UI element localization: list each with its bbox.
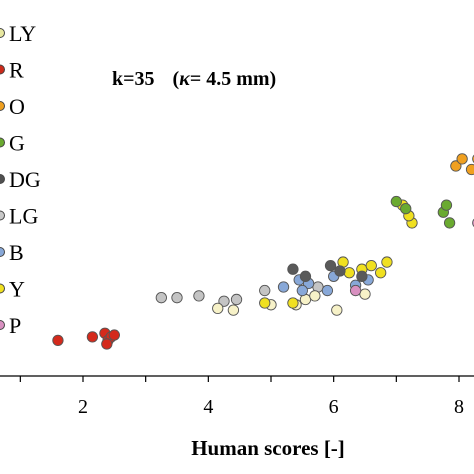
legend-marker-g — [0, 137, 5, 148]
legend-marker-p — [0, 320, 5, 330]
point-g-0 — [390, 195, 402, 208]
point-y-0 — [259, 297, 271, 309]
legend-marker-b — [0, 247, 5, 257]
point-ly-5 — [331, 304, 343, 316]
point-lg-4 — [230, 293, 243, 306]
x-tick-label-6: 6 — [329, 396, 339, 418]
annotation-kappa-symbol: κ — [179, 68, 190, 90]
point-o-1 — [456, 153, 468, 165]
legend-label-g: G — [9, 131, 25, 156]
point-lg-2 — [193, 290, 205, 302]
point-o-2 — [465, 163, 474, 176]
legend-label-dg: DG — [9, 167, 41, 192]
legend-marker-ly — [0, 28, 5, 38]
point-lg-5 — [259, 284, 271, 297]
point-ly-6 — [359, 288, 371, 300]
legend-label-o: O — [9, 94, 25, 119]
point-b-3 — [321, 284, 334, 297]
point-dg-4 — [356, 270, 368, 282]
point-dg-1 — [299, 270, 312, 282]
x-axis-label: Human scores [-] — [191, 436, 345, 460]
legend-marker-y — [0, 283, 5, 294]
point-o-0 — [450, 160, 462, 172]
point-ly-1 — [227, 304, 240, 316]
point-b-0 — [277, 281, 290, 293]
legend-label-y: Y — [9, 277, 25, 302]
point-lg-1 — [171, 292, 183, 304]
point-lg-3 — [218, 295, 230, 307]
x-tick-label-2: 2 — [78, 396, 88, 418]
point-r-6 — [101, 338, 113, 350]
legend-marker-dg — [0, 174, 5, 184]
point-g-4 — [440, 199, 453, 211]
point-ly-0 — [212, 302, 224, 315]
point-dg-0 — [287, 263, 299, 275]
legend-label-lg: LG — [9, 204, 38, 229]
legend: LY ROG DG LG BYP — [0, 21, 41, 338]
point-b-7 — [296, 284, 308, 297]
point-y-6 — [375, 267, 387, 279]
point-dg-2 — [324, 259, 337, 272]
legend-label-p: P — [9, 313, 21, 338]
legend-marker-r — [0, 64, 5, 75]
data-points — [52, 153, 474, 350]
legend-marker-lg — [0, 210, 5, 221]
point-p-0 — [349, 284, 362, 297]
point-y-5 — [365, 259, 377, 272]
x-tick-label-4: 4 — [203, 396, 213, 418]
point-dg-3 — [334, 265, 346, 277]
point-r-5 — [108, 329, 120, 341]
legend-marker-o — [0, 101, 5, 111]
legend-label-r: R — [9, 58, 24, 83]
legend-label-ly: LY — [9, 21, 36, 46]
legend-label-b: B — [9, 240, 24, 265]
annotation-k: k=35 — [112, 68, 155, 90]
point-ly-4 — [309, 290, 321, 302]
x-tick-label-8: 8 — [454, 396, 464, 418]
x-axis-ticks: 2 4 6 8 — [19, 376, 464, 418]
point-y-1 — [287, 297, 299, 309]
point-r-1 — [86, 331, 99, 343]
chart-annotation: k=35 (κ= 4.5 mm) — [112, 68, 276, 90]
annotation-kappa-open: ( — [173, 68, 180, 90]
point-y-3 — [343, 267, 355, 279]
point-lg-0 — [155, 292, 167, 304]
point-g-3 — [443, 217, 456, 229]
point-y-7 — [381, 256, 393, 268]
annotation-kappa-value: = 4.5 mm) — [190, 68, 276, 90]
point-g-1 — [400, 203, 412, 215]
point-r-0 — [52, 334, 64, 347]
